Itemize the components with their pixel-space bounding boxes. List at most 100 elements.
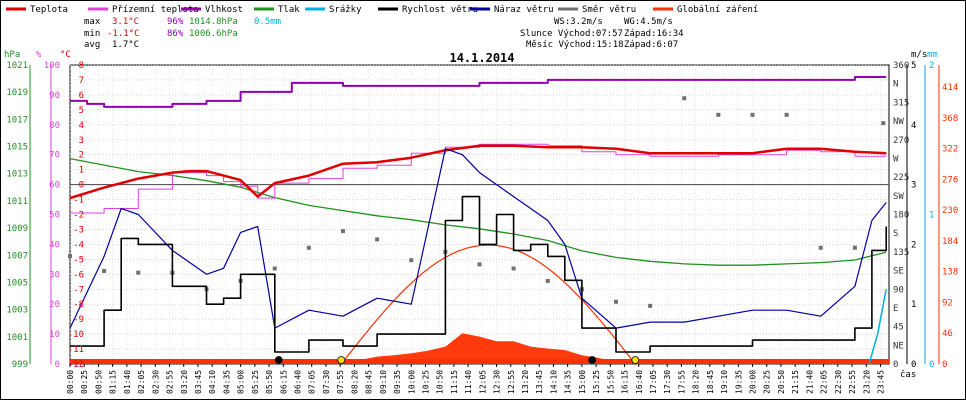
wind-direction-point [511, 266, 516, 271]
ms-tick-label: 4 [911, 121, 916, 131]
wind-direction-point [272, 266, 277, 271]
ms-tick-label: 0 [911, 360, 916, 370]
sun-slunce-zapad: Západ:16:34 [624, 29, 684, 39]
temp-tick-label: -3 [73, 225, 84, 235]
legend-label: Srážky [329, 5, 362, 15]
pct-tick-label: 60 [49, 181, 60, 191]
wm2-tick-label: 230 [942, 206, 958, 216]
x-tick-label: 23:45 [876, 370, 885, 394]
x-tick-label: 02:30 [151, 370, 160, 394]
temp-tick-label: 2 [79, 151, 84, 161]
x-tick-label: 14:10 [549, 370, 558, 394]
dir-tick-label: 225 [893, 173, 909, 183]
dir-tick-label: SE [893, 267, 904, 277]
temp-tick-label: 6 [79, 91, 84, 101]
radiation-baseline-band [70, 359, 889, 364]
x-tick-label: 07:30 [322, 370, 331, 394]
wm2-tick-label: 368 [942, 114, 958, 124]
temp-tick-label: -7 [73, 285, 84, 295]
series-line [868, 289, 887, 365]
x-tick-label: 03:45 [194, 370, 203, 394]
x-tick-label: 17:05 [649, 370, 658, 394]
legend-label: Rychlost větru [402, 5, 478, 15]
x-tick-label: 23:20 [862, 370, 871, 394]
x-tick-label: 08:20 [350, 370, 359, 394]
pct-tick-label: 70 [49, 151, 60, 161]
temp-tick-label: 8 [79, 61, 84, 71]
wm2-tick-label: 322 [942, 145, 958, 155]
x-tick-label: 14:35 [564, 370, 573, 394]
hpa-axis-unit: hPa [4, 50, 20, 60]
x-tick-label: 12:55 [507, 370, 516, 394]
x-tick-label: 09:10 [379, 370, 388, 394]
temp-tick-label: -12 [68, 360, 84, 370]
wind-direction-point [477, 262, 482, 267]
x-tick-label: 10:50 [436, 370, 445, 394]
stat-min-temp: -1.1°C [107, 29, 140, 39]
stats-block: max 3.1°C 96% 1014.8hPa 0.5mm min -1.1°C… [84, 17, 684, 50]
dir-tick-label: 0 [893, 360, 898, 370]
hpa-tick-label: 1017 [6, 115, 28, 125]
temp-tick-label: -11 [68, 345, 84, 355]
temp-tick-label: -9 [73, 315, 84, 325]
x-tick-label: 07:05 [308, 370, 317, 394]
legend-label: Přízemní teplota [112, 5, 199, 15]
legend-label: Globální záření [677, 5, 758, 15]
temp-tick-label: -10 [68, 330, 84, 340]
wind-direction-point [682, 96, 687, 101]
wm2-tick-label: 184 [942, 237, 958, 247]
wind-direction-point [409, 258, 414, 263]
sun-wg: WG:4.5m/s [624, 17, 673, 27]
hpa-tick-label: 1005 [6, 278, 28, 288]
dir-tick-label: SW [893, 192, 904, 202]
x-tick-label: 02:05 [137, 370, 146, 394]
x-tick-label: 00:50 [94, 370, 103, 394]
pct-tick-label: 0 [55, 360, 60, 370]
pct-tick-label: 100 [44, 61, 60, 71]
x-tick-label: 00:25 [80, 370, 89, 394]
sun-ws: WS:3.2m/s [554, 17, 603, 27]
mm-tick-label: 1 [929, 211, 934, 221]
ms-axis-unit: m/s [911, 50, 927, 60]
x-tick-label: 19:10 [720, 370, 729, 394]
dir-tick-label: E [893, 304, 898, 314]
wind-direction-point [784, 112, 789, 117]
pct-axis-unit: % [36, 50, 42, 60]
series-line [70, 76, 887, 108]
x-axis-label: čas [900, 369, 916, 380]
mm-tick-label: 0 [929, 360, 934, 370]
wind-direction-point [881, 121, 886, 126]
x-tick-label: 20:00 [749, 370, 758, 394]
dir-tick-label: 90 [893, 285, 904, 295]
pct-tick-label: 40 [49, 240, 60, 250]
x-tick-label: 06:40 [294, 370, 303, 394]
temp-tick-label: 3 [79, 136, 84, 146]
x-tick-label: 07:55 [336, 370, 345, 394]
temp-tick-label: 1 [79, 166, 84, 176]
dir-tick-label: 45 [893, 323, 904, 333]
series-line [70, 195, 887, 353]
x-tick-label: 03:20 [180, 370, 189, 394]
series-radiation-area [340, 333, 634, 364]
hpa-tick-label: 1021 [6, 61, 28, 71]
sun-moon-marker [588, 356, 597, 364]
wind-direction-point [136, 270, 141, 275]
temp-tick-label: 7 [79, 76, 84, 86]
legend: Teplota Přízemní teplota Vlhkost Tlak Srážky… [6, 5, 758, 15]
mm-tick-label: 2 [929, 61, 934, 71]
temp-tick-label: -6 [73, 270, 84, 280]
wind-direction-point [68, 254, 72, 259]
x-tick-label: 02:55 [166, 370, 175, 394]
x-tick-label: 17:30 [663, 370, 672, 394]
x-tick-label: 10:25 [421, 370, 430, 394]
x-tick-label: 18:45 [706, 370, 715, 394]
chart-title: 14.1.2014 [449, 51, 514, 65]
x-tick-label: 00:00 [66, 370, 75, 394]
x-tick-label: 13:20 [521, 370, 530, 394]
dir-tick-label: 180 [893, 211, 909, 221]
pct-tick-label: 80 [49, 121, 60, 131]
temp-tick-label: -1 [73, 196, 84, 206]
x-tick-label: 04:35 [222, 370, 231, 394]
wind-direction-point [341, 229, 345, 234]
